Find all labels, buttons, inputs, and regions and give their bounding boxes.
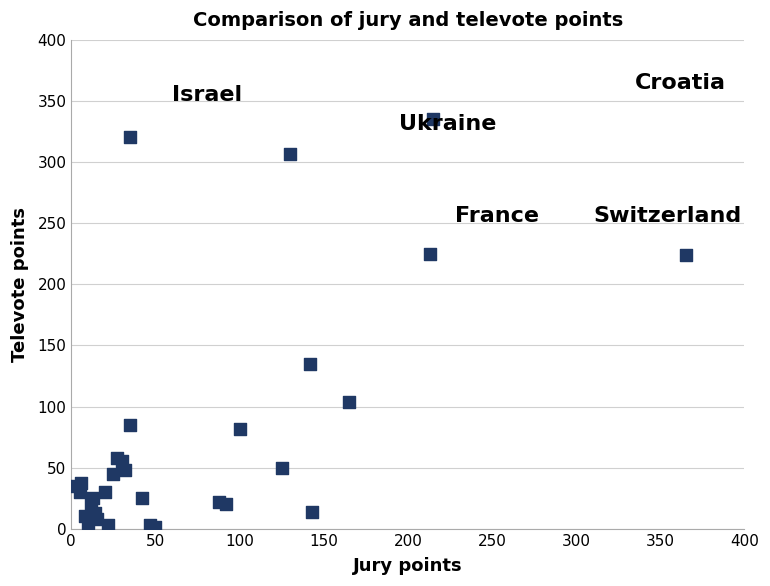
Point bbox=[74, 488, 86, 497]
Point bbox=[82, 518, 94, 527]
Point bbox=[79, 512, 91, 521]
Point bbox=[233, 424, 246, 433]
X-axis label: Jury points: Jury points bbox=[353, 557, 463, 575]
Point bbox=[284, 149, 296, 158]
Y-axis label: Televote points: Televote points bbox=[11, 207, 29, 362]
Point bbox=[220, 500, 233, 509]
Point bbox=[116, 457, 128, 466]
Point bbox=[276, 463, 288, 472]
Point bbox=[119, 465, 132, 475]
Point bbox=[70, 481, 82, 490]
Point bbox=[306, 507, 318, 516]
Point bbox=[144, 520, 156, 530]
Point bbox=[124, 420, 136, 430]
Point bbox=[107, 469, 119, 478]
Point bbox=[213, 497, 226, 506]
Point bbox=[89, 508, 101, 517]
Point bbox=[90, 515, 102, 524]
Text: Switzerland: Switzerland bbox=[593, 206, 742, 226]
Point bbox=[343, 397, 355, 406]
Text: Ukraine: Ukraine bbox=[400, 114, 497, 134]
Point bbox=[679, 250, 691, 260]
Point bbox=[85, 500, 98, 509]
Point bbox=[87, 493, 99, 503]
Point bbox=[102, 520, 115, 530]
Point bbox=[149, 523, 162, 532]
Point bbox=[304, 359, 316, 369]
Point bbox=[111, 453, 123, 462]
Point bbox=[99, 488, 111, 497]
Point bbox=[427, 115, 439, 124]
Text: France: France bbox=[455, 206, 539, 226]
Point bbox=[124, 132, 136, 141]
Text: Israel: Israel bbox=[172, 85, 243, 105]
Point bbox=[136, 493, 148, 503]
Point bbox=[75, 479, 88, 488]
Point bbox=[424, 249, 436, 258]
Text: Croatia: Croatia bbox=[635, 73, 726, 93]
Title: Comparison of jury and televote points: Comparison of jury and televote points bbox=[192, 11, 623, 30]
